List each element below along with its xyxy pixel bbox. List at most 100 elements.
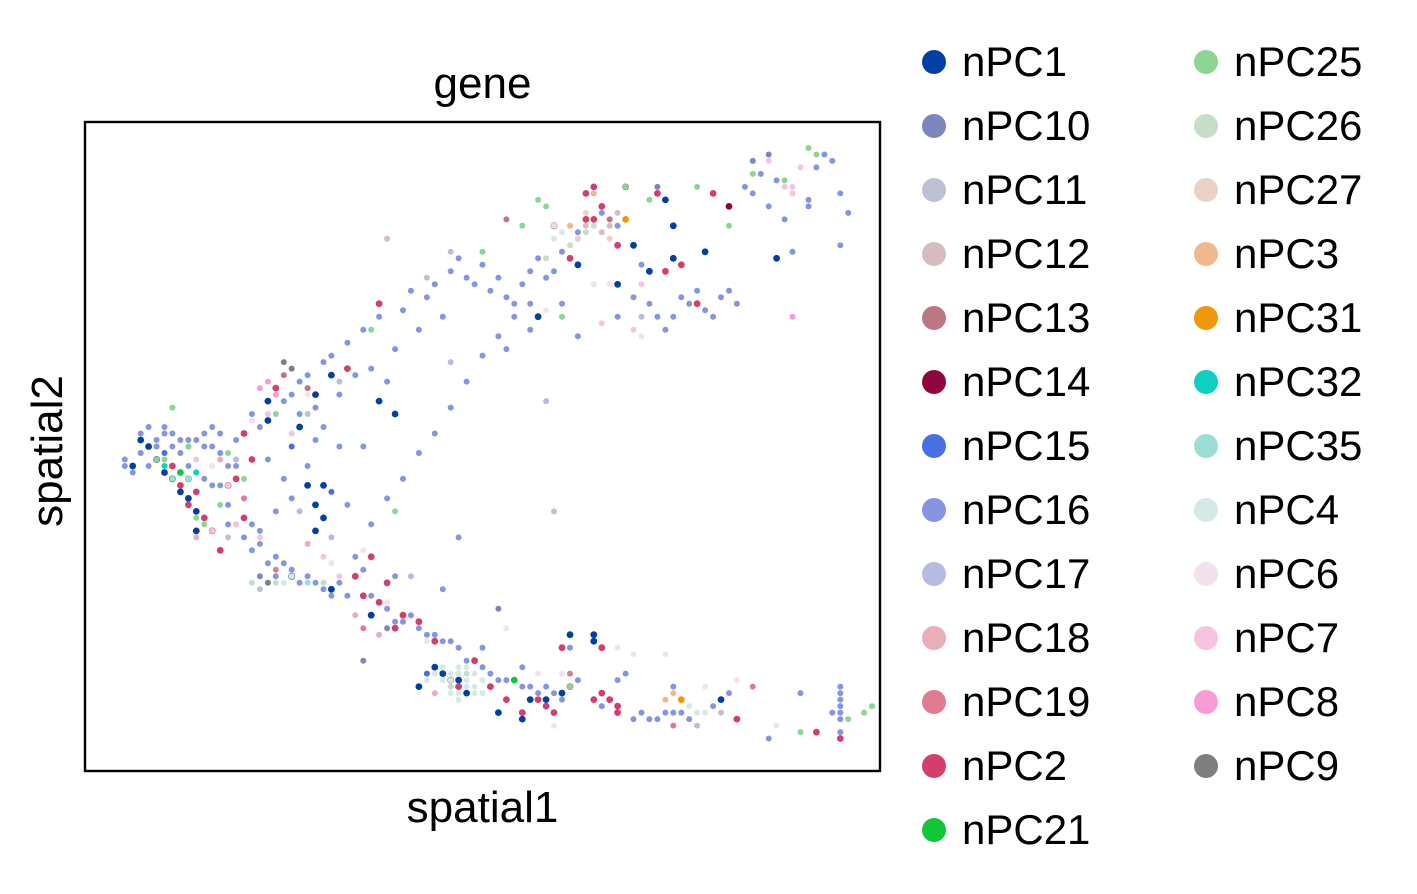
- legend-marker: [922, 434, 946, 458]
- legend-label: nPC26: [1234, 102, 1363, 149]
- point-npc16-161: [463, 378, 470, 385]
- point-npc16-143: [757, 170, 764, 177]
- legend-label: nPC14: [962, 358, 1091, 405]
- point-npc16-79: [646, 716, 653, 723]
- point-npc2-13: [344, 365, 351, 372]
- point-npc25-5: [201, 521, 208, 528]
- point-npc16-0: [121, 463, 128, 469]
- point-npc4-27: [702, 709, 709, 716]
- point-npc25-3: [185, 443, 192, 450]
- point-npc16-19: [201, 443, 208, 450]
- point-npc1-48: [773, 254, 780, 262]
- point-npc16-129: [646, 300, 653, 307]
- point-npc16-68: [535, 690, 542, 697]
- series-npc19: [241, 495, 756, 729]
- point-npc16-34: [272, 553, 279, 560]
- point-npc31-0: [622, 216, 629, 223]
- point-npc18-5: [376, 631, 383, 638]
- point-npc25-26: [845, 716, 852, 723]
- point-npc2-53: [693, 300, 701, 308]
- point-npc16-185: [837, 690, 844, 697]
- point-npc16-145: [773, 177, 780, 184]
- point-npc2-11: [248, 456, 256, 463]
- legend-marker: [922, 498, 946, 522]
- point-npc10-3: [495, 605, 502, 612]
- series-npc26: [248, 222, 597, 690]
- point-npc16-171: [272, 508, 279, 515]
- point-npc26-8: [590, 222, 597, 229]
- point-npc16-159: [431, 430, 438, 437]
- point-npc16-56: [439, 638, 446, 645]
- point-npc16-50: [392, 618, 399, 625]
- point-npc6-3: [328, 560, 335, 567]
- point-npc16-91: [296, 411, 303, 417]
- point-npc2-10: [240, 430, 248, 437]
- point-npc16-118: [511, 300, 518, 307]
- point-npc16-196: [574, 333, 581, 340]
- point-npc4-19: [551, 235, 557, 242]
- point-npc17-5: [447, 359, 454, 366]
- point-npc27-2: [574, 235, 581, 242]
- point-npc1-9: [192, 508, 200, 515]
- point-npc15-2: [288, 443, 295, 450]
- point-npc1-17: [304, 482, 311, 489]
- point-npc18-3: [304, 540, 311, 547]
- point-npc19-0: [241, 495, 247, 502]
- point-npc2-38: [614, 709, 621, 716]
- point-npc16-127: [614, 222, 621, 229]
- point-npc25-1: [161, 456, 168, 463]
- point-npc16-183: [797, 690, 804, 697]
- point-npc2-36: [606, 696, 614, 703]
- point-npc16-33: [264, 560, 271, 567]
- point-npc7-0: [193, 456, 200, 463]
- point-npc16-162: [479, 352, 486, 359]
- point-npc8-3: [789, 313, 796, 320]
- point-npc25-11: [392, 508, 399, 515]
- point-npc16-194: [503, 346, 510, 353]
- point-npc1-32: [526, 696, 534, 703]
- legend-label: nPC7: [1234, 614, 1340, 661]
- point-npc25-29: [567, 683, 573, 690]
- point-npc21-2: [510, 676, 518, 684]
- legend-marker: [1194, 242, 1218, 266]
- point-npc1-13: [312, 391, 319, 398]
- point-npc35-0: [185, 475, 192, 482]
- legend-label: nPC4: [1234, 486, 1340, 533]
- point-npc16-93: [312, 404, 319, 411]
- point-npc16-11: [169, 430, 176, 437]
- point-npc2-26: [471, 657, 478, 665]
- point-npc4-16: [479, 690, 486, 697]
- series-npc27: [567, 209, 613, 242]
- point-npc15-0: [161, 450, 168, 456]
- point-npc16-94: [320, 359, 327, 366]
- point-npc16-193: [527, 326, 534, 333]
- point-npc25-0: [153, 456, 160, 463]
- legend-marker: [1194, 114, 1218, 138]
- point-npc18-6: [431, 690, 438, 697]
- point-npc7-1: [209, 527, 216, 534]
- point-npc10-6: [765, 151, 772, 158]
- point-npc16-103: [392, 346, 399, 353]
- point-npc16-206: [225, 521, 232, 528]
- point-npc25-24: [813, 151, 820, 158]
- point-npc16-102: [384, 378, 391, 385]
- point-npc16-44: [344, 592, 351, 599]
- legend-marker: [922, 242, 946, 266]
- point-npc16-47: [368, 592, 375, 599]
- point-npc16-51: [400, 618, 406, 625]
- point-npc27-3: [606, 235, 613, 242]
- point-npc7-15: [638, 281, 645, 288]
- legend-marker: [922, 370, 946, 394]
- point-npc16-176: [519, 664, 526, 671]
- legend-marker: [922, 562, 946, 586]
- point-npc4-7: [455, 664, 462, 671]
- point-npc19-1: [272, 566, 279, 573]
- point-npc25-8: [241, 475, 247, 482]
- series-npc4: [264, 222, 709, 716]
- point-npc16-144: [765, 203, 772, 210]
- point-npc16-204: [233, 463, 240, 469]
- point-npc16-31: [256, 527, 263, 534]
- point-npc16-95: [328, 352, 335, 359]
- point-npc16-97: [344, 339, 351, 346]
- point-npc1-2: [145, 443, 153, 450]
